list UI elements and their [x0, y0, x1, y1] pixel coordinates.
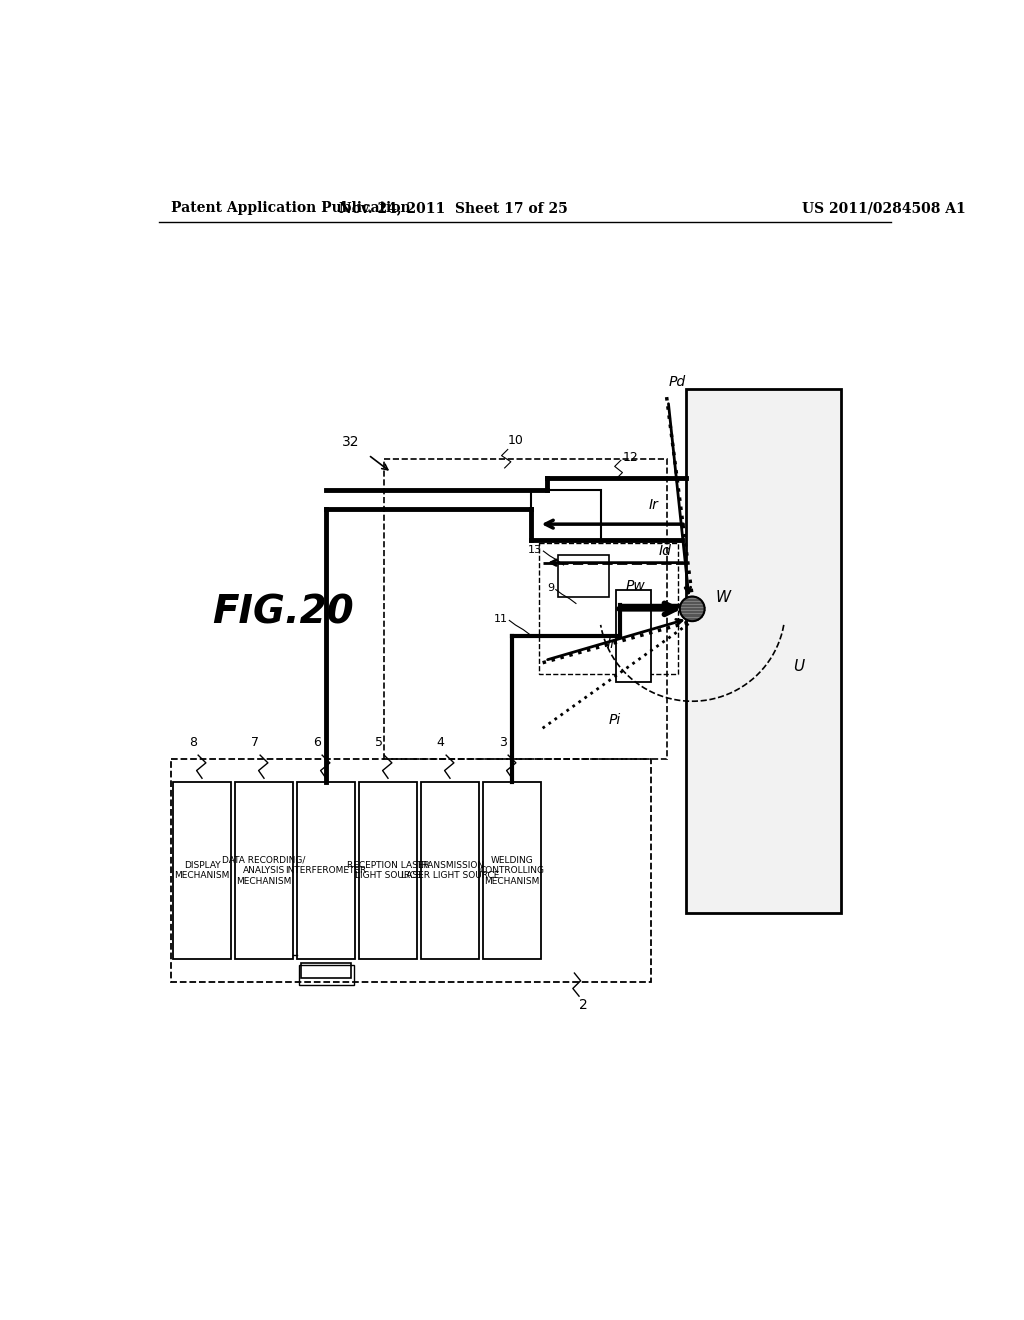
Text: Id: Id	[658, 544, 672, 558]
Text: 10: 10	[508, 434, 523, 447]
Text: TRANSMISSION
LASER LIGHT SOURCE: TRANSMISSION LASER LIGHT SOURCE	[400, 861, 500, 880]
Text: 2: 2	[579, 998, 588, 1011]
Bar	[686, 389, 841, 913]
Text: 6: 6	[312, 737, 321, 748]
Bar	[558, 554, 608, 597]
Bar	[539, 544, 678, 675]
Text: Pd: Pd	[669, 375, 686, 389]
Bar	[234, 781, 293, 960]
Text: 12: 12	[623, 450, 638, 463]
Bar	[531, 490, 601, 540]
Text: 11: 11	[494, 614, 508, 624]
Text: 5: 5	[375, 737, 383, 748]
Text: RECEPTION LASER
LIGHT SOURCE: RECEPTION LASER LIGHT SOURCE	[347, 861, 429, 880]
Circle shape	[680, 597, 705, 622]
Text: Ii: Ii	[607, 636, 615, 651]
Text: Nov. 24, 2011  Sheet 17 of 25: Nov. 24, 2011 Sheet 17 of 25	[339, 202, 568, 215]
Text: 32: 32	[341, 436, 359, 449]
Bar	[173, 781, 231, 960]
Text: U: U	[793, 659, 804, 675]
Bar	[299, 965, 353, 985]
Text: 3: 3	[499, 737, 507, 748]
Bar	[421, 781, 479, 960]
Text: Ir: Ir	[649, 498, 658, 512]
Text: DATA RECORDING/
ANALYSIS
MECHANISM: DATA RECORDING/ ANALYSIS MECHANISM	[222, 855, 306, 886]
Text: US 2011/0284508 A1: US 2011/0284508 A1	[802, 202, 966, 215]
Text: Pw: Pw	[626, 578, 645, 593]
Text: 8: 8	[188, 737, 197, 748]
Text: 13: 13	[527, 545, 542, 554]
Bar	[297, 781, 355, 960]
Text: 7: 7	[251, 737, 259, 748]
Text: 4: 4	[437, 737, 444, 748]
Bar	[616, 590, 651, 682]
Text: WELDING
CONTROLLING
MECHANISM: WELDING CONTROLLING MECHANISM	[479, 855, 545, 886]
Text: 9: 9	[547, 583, 554, 593]
Bar	[384, 459, 667, 759]
Bar	[171, 759, 651, 982]
Text: Patent Application Publication: Patent Application Publication	[171, 202, 411, 215]
Text: Pi: Pi	[608, 714, 621, 727]
Text: DISPLAY
MECHANISM: DISPLAY MECHANISM	[174, 861, 229, 880]
Text: INTERFEROMETER: INTERFEROMETER	[286, 866, 367, 875]
Bar	[483, 781, 541, 960]
Text: W: W	[716, 590, 730, 605]
Text: FIG.20: FIG.20	[212, 594, 353, 632]
Bar	[301, 964, 351, 978]
Bar	[359, 781, 417, 960]
